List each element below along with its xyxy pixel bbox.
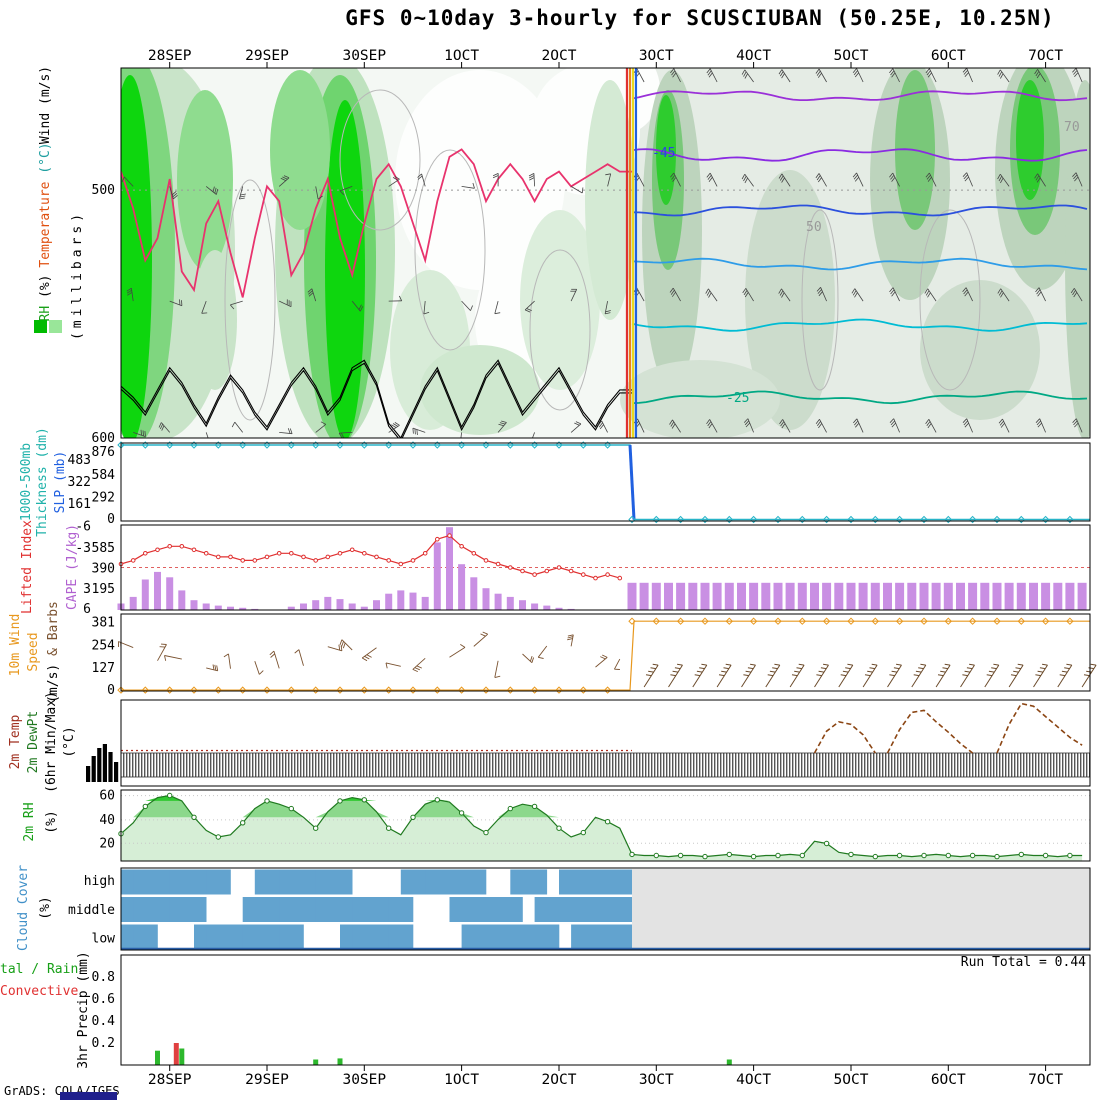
bottom-date-axis: 28SEP 29SEP 30SEP 1OCT 2OCT 3OCT 4OCT 5OCT 6OCT 7… — [148, 1065, 1063, 1088]
svg-text:585: 585 — [92, 541, 115, 556]
label-millibars: (millibars) — [70, 209, 85, 341]
svg-text:161: 161 — [68, 497, 91, 512]
svg-text:500: 500 — [92, 183, 115, 198]
svg-text:-45: -45 — [652, 146, 675, 161]
label-3hr-precip: 3hr Precip (mm) — [76, 951, 91, 1069]
svg-text:5OCT: 5OCT — [834, 48, 869, 64]
chart-title: GFS 0~10day 3-hourly for SCUSCIUBAN (50.… — [345, 6, 1055, 30]
svg-text:0.4: 0.4 — [92, 1014, 116, 1029]
run-total-label: Run Total = 0.44 — [961, 955, 1086, 970]
svg-text:-3: -3 — [75, 541, 91, 556]
label-precip-total-rain: tal / Rain — [0, 962, 79, 977]
svg-text:40: 40 — [99, 813, 115, 828]
svg-text:4OCT: 4OCT — [736, 1072, 771, 1088]
svg-text:70: 70 — [1064, 120, 1080, 135]
svg-text:7OCT: 7OCT — [1028, 48, 1063, 64]
top-date-axis: 28SEP 29SEP 30SEP 1OCT 2OCT 3OCT 4OCT 5OCT 6OCT 7… — [148, 48, 1063, 68]
svg-text:60: 60 — [99, 789, 115, 804]
svg-text:322: 322 — [68, 475, 91, 490]
label-degc: (°C) — [62, 726, 77, 758]
svg-text:483: 483 — [68, 453, 91, 468]
svg-text:7OCT: 7OCT — [1028, 1072, 1063, 1088]
svg-text:4OCT: 4OCT — [736, 48, 771, 64]
svg-text:1OCT: 1OCT — [444, 1072, 479, 1088]
svg-text:6OCT: 6OCT — [931, 48, 966, 64]
svg-text:5OCT: 5OCT — [834, 1072, 869, 1088]
svg-text:292: 292 — [92, 491, 115, 506]
svg-text:29SEP: 29SEP — [245, 1072, 289, 1088]
bottom-navy-bar — [60, 1092, 117, 1100]
panel-cape-lifted-index: -6 -3 3 6 585 390 195 — [75, 520, 1091, 617]
svg-text:584: 584 — [92, 468, 116, 483]
svg-text:middle: middle — [68, 903, 115, 918]
svg-text:-6: -6 — [75, 520, 91, 535]
svg-text:195: 195 — [92, 582, 115, 597]
panel-2m-temp-dewpt — [86, 699, 1091, 787]
svg-text:600: 600 — [92, 431, 115, 446]
svg-text:2OCT: 2OCT — [542, 1072, 577, 1088]
svg-text:low: low — [92, 932, 116, 947]
svg-text:high: high — [84, 874, 115, 889]
svg-text:390: 390 — [92, 561, 115, 576]
svg-text:876: 876 — [92, 445, 115, 460]
label-cloud-cover: Cloud Cover — [16, 864, 31, 952]
svg-text:6OCT: 6OCT — [931, 1072, 966, 1088]
label-cape: CAPE (J/kg) — [65, 523, 80, 611]
panel-precip: Run Total = 0.44 0.8 0.6 0.4 0.2 — [92, 954, 1091, 1066]
svg-text:20: 20 — [99, 836, 115, 851]
svg-text:50: 50 — [806, 220, 822, 235]
svg-text:254: 254 — [92, 639, 116, 654]
label-precip-convective: Convective — [0, 984, 79, 999]
rh-colorbar-swatch-1 — [34, 320, 47, 333]
label-cloud-pct: (%) — [38, 896, 53, 920]
rh-colorbar-swatch-2 — [49, 320, 62, 333]
svg-text:3OCT: 3OCT — [639, 1072, 674, 1088]
svg-text:30SEP: 30SEP — [342, 48, 386, 64]
svg-text:29SEP: 29SEP — [245, 48, 289, 64]
svg-text:0: 0 — [107, 683, 115, 698]
panel-slp-thickness: 876 584 292 0 483 322 161 — [68, 441, 1091, 527]
svg-text:30SEP: 30SEP — [342, 1072, 386, 1088]
svg-text:3OCT: 3OCT — [639, 48, 674, 64]
svg-text:0.2: 0.2 — [92, 1036, 115, 1051]
svg-text:2OCT: 2OCT — [542, 48, 577, 64]
svg-text:0: 0 — [107, 512, 115, 527]
svg-text:381: 381 — [92, 615, 115, 630]
svg-text:0.6: 0.6 — [92, 992, 115, 1007]
panel-upper-air: -45 -25 50 70 500 600 — [92, 67, 1091, 446]
svg-text:127: 127 — [92, 661, 115, 676]
label-rh: RH (%) — [38, 274, 53, 322]
svg-text:6: 6 — [83, 602, 91, 617]
panel-cloud-cover: high middle low — [68, 867, 1091, 951]
svg-text:0.8: 0.8 — [92, 970, 115, 985]
svg-text:28SEP: 28SEP — [148, 48, 192, 64]
svg-text:28SEP: 28SEP — [148, 1072, 192, 1088]
panel-2m-rh: 60 40 20 — [99, 789, 1091, 862]
svg-text:-25: -25 — [726, 391, 749, 406]
svg-text:3: 3 — [83, 582, 91, 597]
panel-10m-wind: 381 254 127 0 — [92, 613, 1097, 698]
svg-text:1OCT: 1OCT — [444, 48, 479, 64]
